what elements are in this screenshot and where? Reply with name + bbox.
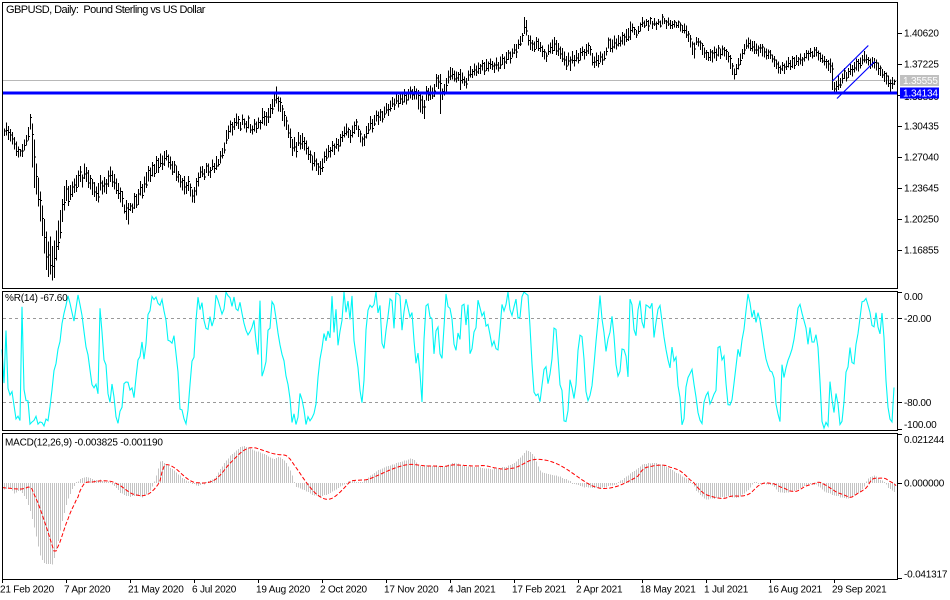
svg-text:1.30435: 1.30435 (904, 122, 939, 133)
svg-text:21 Feb 2020: 21 Feb 2020 (0, 585, 55, 596)
svg-text:-100.00: -100.00 (904, 420, 937, 431)
svg-text:1.27040: 1.27040 (904, 153, 939, 164)
svg-text:1.16855: 1.16855 (904, 246, 939, 257)
svg-text:-80.00: -80.00 (904, 398, 932, 409)
svg-text:GBPUSD, Daily: Pound Sterling: GBPUSD, Daily: Pound Sterling vs US Doll… (6, 4, 206, 16)
svg-text:29 Sep 2021: 29 Sep 2021 (832, 585, 887, 596)
svg-text:1.35555: 1.35555 (903, 76, 938, 87)
svg-text:2 Apr 2021: 2 Apr 2021 (576, 585, 623, 596)
svg-text:19 Aug 2020: 19 Aug 2020 (256, 585, 311, 596)
svg-text:0.00: 0.00 (904, 292, 923, 303)
svg-text:MACD(12,26,9) -0.003825 -0.001: MACD(12,26,9) -0.003825 -0.001190 (5, 438, 163, 449)
svg-text:1.37225: 1.37225 (904, 60, 939, 71)
svg-text:16 Aug 2021: 16 Aug 2021 (768, 585, 823, 596)
svg-text:1 Jul 2021: 1 Jul 2021 (704, 585, 749, 596)
svg-text:1.34134: 1.34134 (903, 89, 938, 100)
svg-text:6 Jul 2020: 6 Jul 2020 (192, 585, 237, 596)
svg-text:4 Jan 2021: 4 Jan 2021 (448, 585, 496, 596)
svg-text:0.021244: 0.021244 (904, 435, 945, 446)
svg-text:-20.00: -20.00 (904, 314, 932, 325)
svg-text:21 May 2020: 21 May 2020 (128, 585, 184, 596)
svg-text:18 May 2021: 18 May 2021 (640, 585, 696, 596)
svg-text:1.40620: 1.40620 (904, 29, 939, 40)
svg-text:7 Apr 2020: 7 Apr 2020 (64, 585, 111, 596)
svg-text:17 Nov 2020: 17 Nov 2020 (384, 585, 439, 596)
svg-text:%R(14) -67.60: %R(14) -67.60 (5, 293, 68, 304)
svg-text:1.20250: 1.20250 (904, 215, 939, 226)
svg-text:2 Oct 2020: 2 Oct 2020 (320, 585, 368, 596)
svg-text:0.000000: 0.000000 (904, 479, 945, 490)
svg-text:-0.041317: -0.041317 (904, 570, 948, 581)
svg-text:1.23645: 1.23645 (904, 184, 939, 195)
svg-text:17 Feb 2021: 17 Feb 2021 (512, 585, 567, 596)
